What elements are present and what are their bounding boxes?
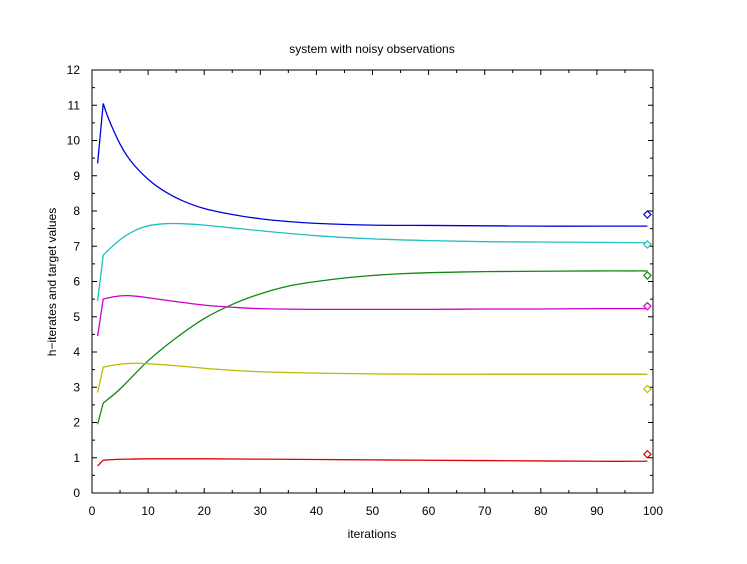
plot-area (91, 69, 654, 494)
series-line-1 (96, 103, 648, 227)
chart-title: system with noisy observations (289, 42, 454, 56)
series-line-6 (97, 458, 648, 467)
y-tick-label: 7 (73, 239, 80, 253)
x-tick-label: 0 (89, 504, 96, 518)
series-line-4 (96, 294, 648, 337)
x-tick-label: 10 (141, 504, 155, 518)
series-line-5 (96, 362, 648, 393)
y-tick-label: 8 (73, 204, 80, 218)
target-marker-4 (642, 301, 652, 311)
target-marker-6 (642, 449, 652, 459)
y-tick-label: 2 (73, 416, 80, 430)
x-tick-label: 20 (198, 504, 212, 518)
y-tick-label: 9 (73, 169, 80, 183)
series-line-3 (96, 270, 648, 425)
target-marker-3 (642, 271, 652, 280)
series-line-2 (96, 222, 648, 301)
target-marker-5 (642, 384, 652, 394)
y-tick-label: 5 (73, 310, 80, 324)
x-tick-label: 50 (366, 504, 380, 518)
x-tick-label: 60 (422, 504, 436, 518)
y-tick-label: 6 (73, 275, 80, 289)
x-tick-label: 40 (310, 504, 324, 518)
x-tick-labels: 0 10 20 30 40 50 60 70 80 90 100 (89, 504, 664, 518)
x-tick-label: 100 (643, 504, 663, 518)
x-tick-label: 70 (478, 504, 492, 518)
y-tick-label: 10 (67, 134, 81, 148)
y-tick-label: 3 (73, 380, 80, 394)
target-marker-2 (642, 240, 652, 249)
y-tick-label: 12 (67, 63, 81, 77)
plot-frame (91, 69, 654, 494)
y-tick-label: 0 (73, 486, 80, 500)
y-tick-label: 1 (73, 451, 80, 465)
x-tick-label: 90 (590, 504, 604, 518)
target-markers (642, 210, 652, 459)
y-tick-label: 4 (73, 345, 80, 359)
x-tick-label: 30 (254, 504, 268, 518)
y-axis-label: h−iterates and target values (45, 208, 59, 356)
y-tick-label: 11 (68, 98, 81, 112)
series-lines (96, 103, 648, 467)
axis-ticks (91, 69, 654, 494)
x-tick-label: 80 (534, 504, 548, 518)
target-marker-1 (642, 210, 652, 219)
x-axis-label: iterations (348, 527, 397, 541)
